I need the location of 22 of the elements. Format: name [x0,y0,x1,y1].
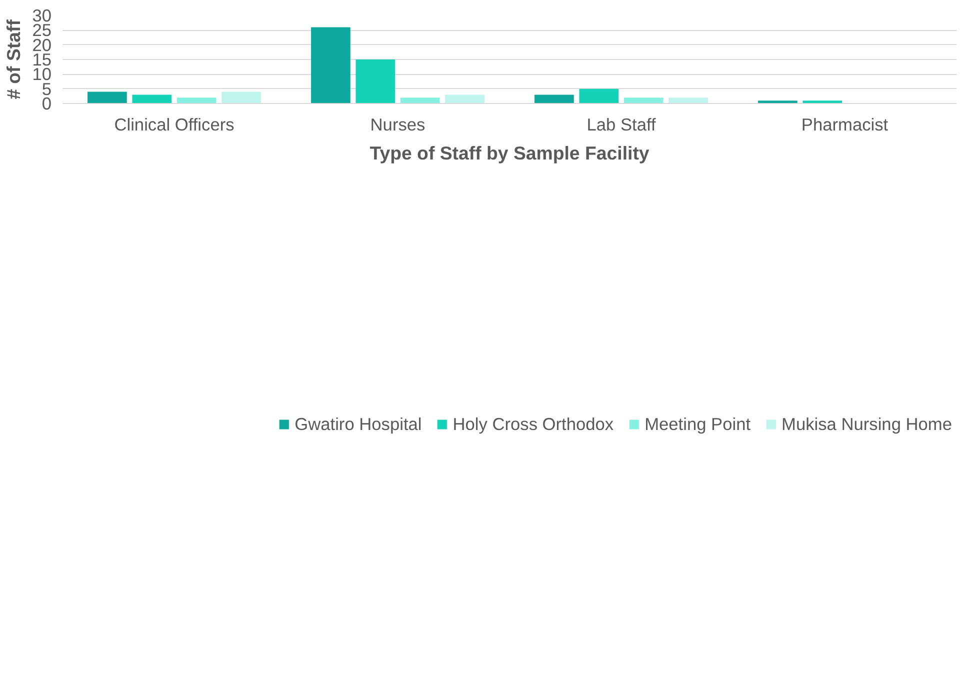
y-axis-title: # of Staff [3,18,24,100]
bar [445,94,484,104]
bar [668,98,708,104]
legend-label: Gwatiro Hospital [294,414,422,434]
bar [88,92,127,104]
x-tick-label: Lab Staff [586,114,656,134]
bar [624,98,664,104]
legend-label: Holy Cross Orthodox [452,414,614,434]
x-tick-label: Nurses [370,114,426,134]
bar [356,60,396,104]
bar [579,88,619,104]
x-tick-label: Pharmacist [801,114,888,134]
bar [534,94,574,104]
legend-label: Mukisa Nursing Home [782,414,952,434]
bar [222,92,261,104]
x-axis-title: Type of Staff by Sample Facility [370,142,650,164]
bar [400,98,440,104]
bar [311,27,350,104]
bar [176,98,216,104]
legend-label: Meeting Point [644,414,751,434]
x-tick-label: Clinical Officers [114,114,235,134]
bar [132,94,172,104]
